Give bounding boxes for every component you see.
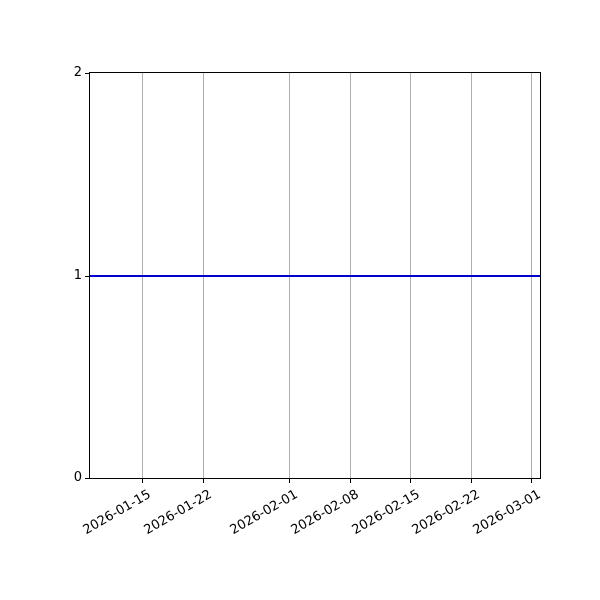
x-tick-label: 2026-02-15 [349,487,423,538]
x-tick-label: 2026-02-01 [228,487,301,538]
y-tick-label: 2 [73,65,82,80]
x-tick-mark [202,479,204,483]
data-line [90,274,540,277]
x-tick-label: 2026-03-01 [470,487,544,538]
x-tick-mark [410,479,412,483]
x-tick-label: 2026-01-15 [80,487,154,538]
plot-area [89,72,541,479]
x-tick-mark [531,479,533,483]
x-tick-mark [349,479,351,483]
x-tick-label: 2026-02-22 [409,487,483,538]
x-tick-label: 2026-02-08 [288,487,362,538]
y-tick-mark [85,73,89,74]
x-tick-mark [141,479,143,483]
x-tick-mark [289,479,290,483]
x-tick-label: 2026-01-22 [141,487,215,538]
y-tick-mark [85,478,89,479]
y-tick-mark [85,275,89,277]
x-tick-mark [470,479,472,483]
y-tick-label: 1 [73,267,82,283]
y-tick-label: 0 [73,470,82,485]
